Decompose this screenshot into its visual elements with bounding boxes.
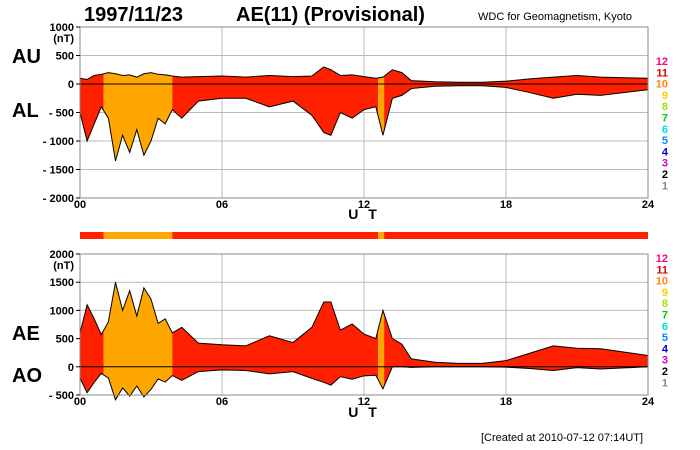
index-band bbox=[384, 313, 648, 387]
x-axis-label: U T bbox=[348, 404, 380, 420]
station-scale-label: 6 bbox=[662, 124, 668, 136]
x-tick-label: 18 bbox=[500, 199, 512, 211]
station-scale-label: 10 bbox=[656, 79, 668, 91]
x-tick-label: 12 bbox=[358, 199, 370, 211]
station-coverage-bar bbox=[172, 232, 379, 239]
station-scale-label: 11 bbox=[656, 264, 668, 276]
y-unit-label: (nT) bbox=[53, 33, 74, 45]
index-band bbox=[172, 66, 379, 136]
x-tick-label: 00 bbox=[74, 396, 86, 408]
station-scale-label: 7 bbox=[662, 113, 668, 125]
y-tick-label: - 1000 bbox=[43, 136, 74, 148]
x-tick-label: 24 bbox=[642, 396, 655, 408]
x-tick-label: 06 bbox=[216, 396, 228, 408]
series-label-al: AL bbox=[12, 100, 39, 122]
station-scale-label: 7 bbox=[662, 310, 668, 322]
station-scale-label: 8 bbox=[662, 101, 668, 113]
station-scale-label: 10 bbox=[656, 276, 668, 288]
y-unit-label: (nT) bbox=[53, 260, 74, 272]
series-label-au: AU bbox=[12, 46, 41, 68]
station-scale-label: 11 bbox=[656, 67, 668, 79]
station-coverage-bar bbox=[384, 232, 648, 239]
x-tick-label: 06 bbox=[216, 199, 228, 211]
index-band bbox=[378, 310, 385, 389]
station-scale-label: 5 bbox=[662, 332, 668, 344]
series-line-al bbox=[79, 85, 649, 162]
station-scale-label: 9 bbox=[662, 287, 668, 299]
y-tick-label: - 500 bbox=[49, 108, 74, 120]
station-coverage-bar bbox=[80, 232, 104, 239]
series-label-ae: AE bbox=[12, 323, 40, 345]
series-label-ao: AO bbox=[12, 365, 42, 387]
y-tick-label: 1500 bbox=[50, 277, 74, 289]
index-band bbox=[103, 282, 173, 400]
station-coverage-bar bbox=[103, 232, 173, 239]
plot-frame bbox=[79, 253, 649, 396]
station-scale-label: 5 bbox=[662, 135, 668, 147]
station-scale-label: 3 bbox=[662, 355, 668, 367]
y-tick-label: 500 bbox=[56, 334, 74, 346]
y-tick-label: 2000 bbox=[50, 249, 74, 261]
y-tick-label: - 500 bbox=[49, 390, 74, 402]
x-tick-label: 00 bbox=[74, 199, 86, 211]
index-band bbox=[80, 73, 104, 141]
station-coverage-bar bbox=[378, 232, 385, 239]
station-scale-label: 8 bbox=[662, 298, 668, 310]
created-timestamp: [Created at 2010-07-12 07:14UT] bbox=[481, 432, 644, 444]
index-band bbox=[384, 69, 648, 131]
station-scale-label: 3 bbox=[662, 158, 668, 170]
station-scale-label: 12 bbox=[656, 253, 668, 265]
chart-date: 1997/11/23 bbox=[84, 4, 183, 26]
y-tick-label: 1000 bbox=[50, 305, 74, 317]
station-scale-label: 1 bbox=[662, 180, 668, 192]
chart-title: AE(11) (Provisional) bbox=[236, 4, 425, 26]
station-scale-label: 4 bbox=[662, 343, 669, 355]
station-scale-label: 6 bbox=[662, 321, 668, 333]
y-tick-label: 1000 bbox=[50, 22, 74, 34]
station-scale-label: 2 bbox=[662, 169, 668, 181]
station-scale-label: 12 bbox=[656, 56, 668, 68]
y-tick-label: 0 bbox=[68, 79, 74, 91]
station-scale-label: 9 bbox=[662, 90, 668, 102]
data-source: WDC for Geomagnetism, Kyoto bbox=[478, 11, 633, 23]
y-tick-label: - 1500 bbox=[43, 165, 74, 177]
index-band bbox=[103, 72, 173, 161]
series-line-ae bbox=[79, 282, 649, 364]
station-scale-label: 2 bbox=[662, 366, 668, 378]
x-tick-label: 18 bbox=[500, 396, 512, 408]
station-scale-label: 1 bbox=[662, 377, 668, 389]
station-scale-label: 4 bbox=[662, 146, 669, 158]
y-tick-label: 500 bbox=[56, 51, 74, 63]
x-tick-label: 12 bbox=[358, 396, 370, 408]
x-axis-label: U T bbox=[348, 206, 380, 222]
series-line-au bbox=[79, 66, 649, 83]
index-band bbox=[172, 301, 379, 386]
y-tick-label: - 2000 bbox=[43, 193, 74, 205]
y-tick-label: 0 bbox=[68, 362, 74, 374]
x-tick-label: 24 bbox=[642, 199, 655, 211]
